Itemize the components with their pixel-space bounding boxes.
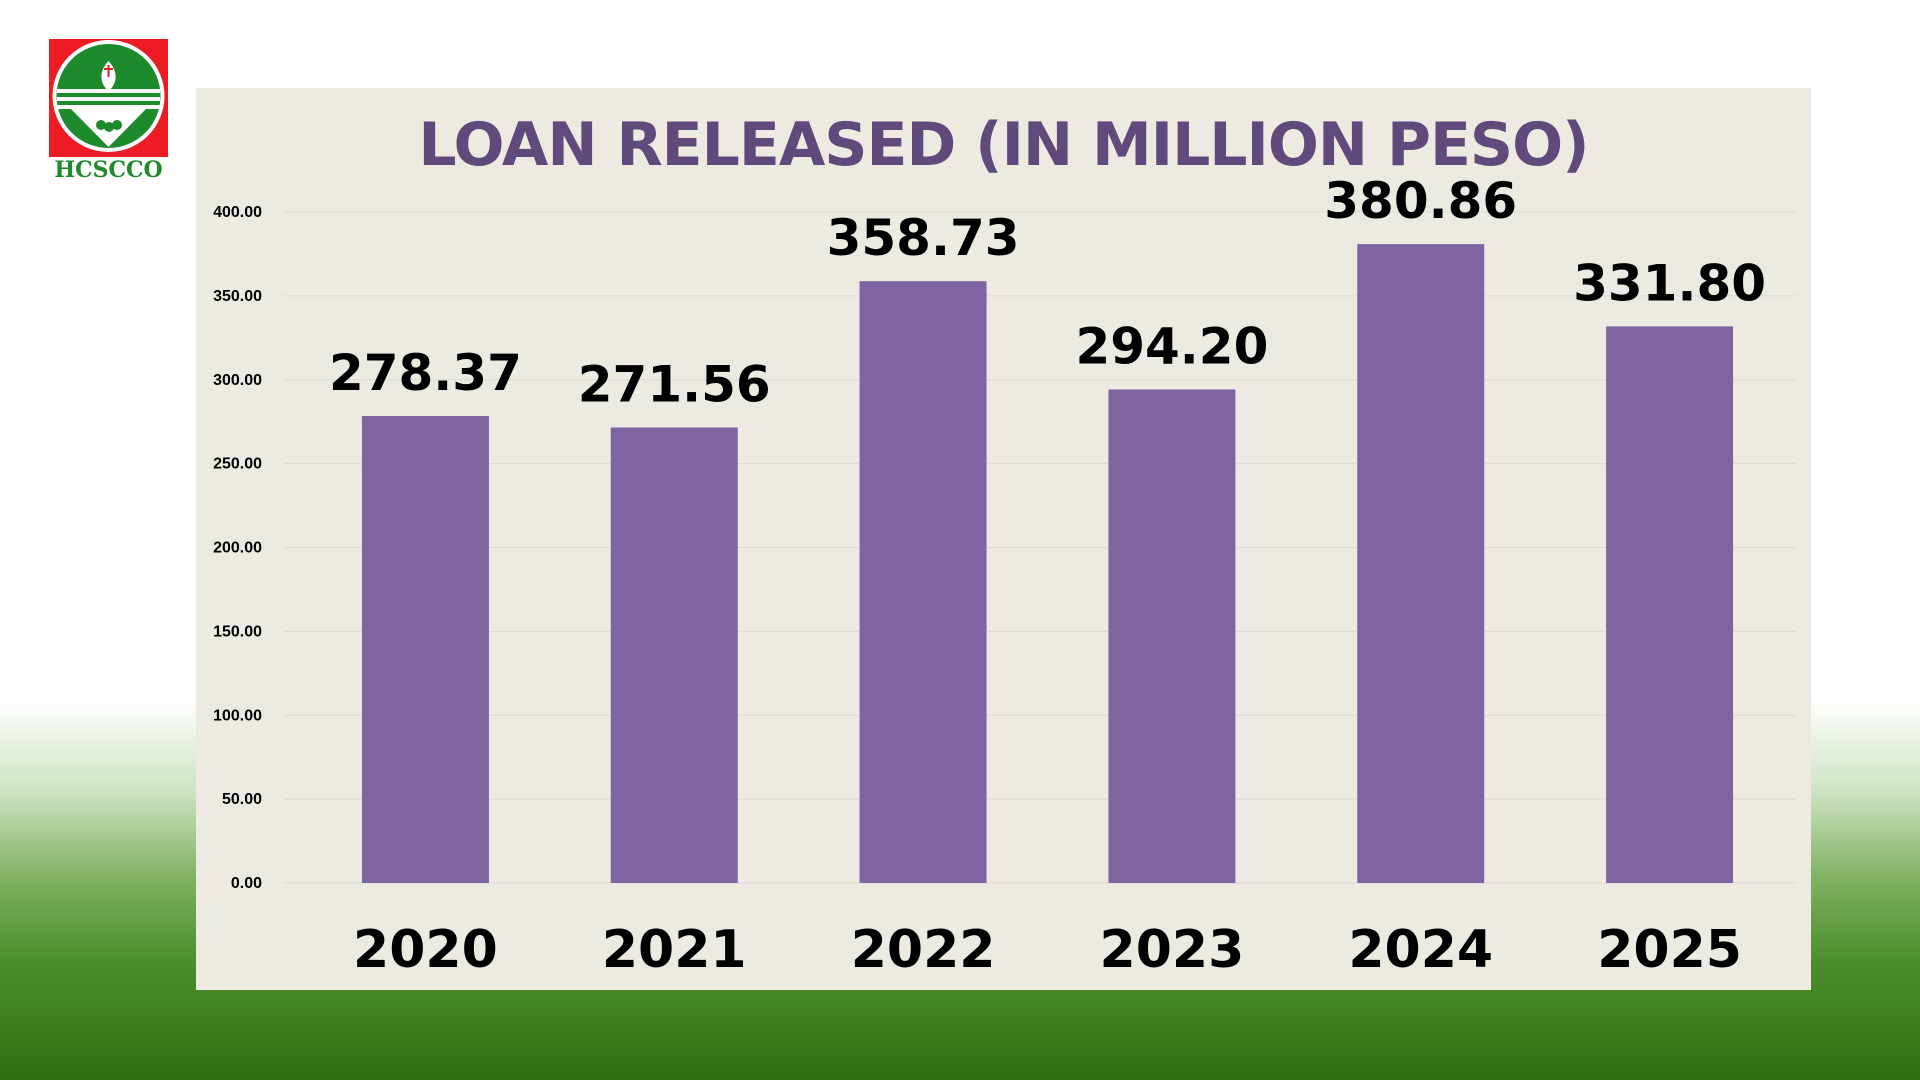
y-tick-label: 350.00 xyxy=(213,288,262,305)
x-tick-label: 2021 xyxy=(602,920,747,980)
data-label: 271.56 xyxy=(578,355,771,413)
y-tick-label: 50.00 xyxy=(222,791,262,808)
x-tick-label: 2022 xyxy=(851,920,996,980)
bar xyxy=(1606,326,1734,883)
y-tick-label: 300.00 xyxy=(213,372,262,389)
logo-text: HCSCCO xyxy=(54,157,163,183)
y-tick-label: 100.00 xyxy=(213,707,262,724)
chart-title: LOAN RELEASED (IN MILLION PESO) xyxy=(418,110,1589,180)
bar xyxy=(1357,244,1485,883)
data-label: 358.73 xyxy=(827,209,1020,267)
bar xyxy=(859,281,987,883)
logo-emblem xyxy=(49,39,168,157)
y-tick-label: 250.00 xyxy=(213,456,262,473)
data-label: 380.86 xyxy=(1324,172,1517,230)
y-tick-label: 0.00 xyxy=(231,875,262,892)
x-tick-label: 2020 xyxy=(353,920,498,980)
bar xyxy=(1108,389,1236,883)
y-tick-label: 150.00 xyxy=(213,623,262,640)
data-label: 278.37 xyxy=(329,344,522,402)
bar xyxy=(610,427,738,883)
data-label: 331.80 xyxy=(1573,254,1766,312)
data-label: 294.20 xyxy=(1075,317,1268,375)
y-tick-label: 200.00 xyxy=(213,540,262,557)
bar xyxy=(361,416,489,883)
x-tick-label: 2024 xyxy=(1348,920,1493,980)
x-tick-label: 2023 xyxy=(1100,920,1245,980)
x-tick-label: 2025 xyxy=(1597,920,1742,980)
chart-panel: LOAN RELEASED (IN MILLION PESO) 0.00 50.0… xyxy=(196,88,1811,990)
bar-chart: 0.00 50.00 100.00 150.00 200.00 250.00 300.00 3… xyxy=(213,172,1796,980)
y-tick-label: 400.00 xyxy=(213,204,262,221)
hcscco-logo: HCSCCO xyxy=(49,39,168,183)
